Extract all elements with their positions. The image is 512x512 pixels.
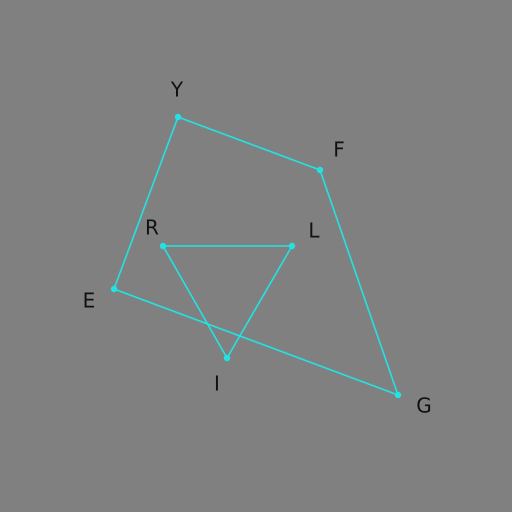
vertex-label-G: G (416, 394, 432, 418)
vertex-Y (174, 113, 182, 121)
vertex-R (159, 242, 167, 250)
vertex-E (110, 285, 118, 293)
segment-IR (162, 245, 228, 359)
segment-EY (113, 116, 179, 290)
vertex-I (223, 354, 231, 362)
vertex-label-E: E (83, 289, 96, 313)
vertex-label-Y: Y (170, 78, 184, 102)
vertex-L (288, 242, 296, 250)
vertex-label-I: I (214, 372, 220, 396)
labels-layer: Y F G E R L I (83, 78, 432, 418)
vertex-label-R: R (145, 216, 159, 240)
segment-YF (177, 116, 321, 171)
segment-GE (113, 288, 399, 396)
vertex-label-L: L (308, 219, 320, 243)
vertex-label-F: F (333, 138, 345, 162)
vertex-G (394, 391, 402, 399)
edges-layer (113, 116, 399, 396)
vertices-layer (110, 113, 402, 399)
segment-LI (226, 245, 293, 359)
segment-FG (319, 169, 399, 396)
vertex-F (316, 166, 324, 174)
